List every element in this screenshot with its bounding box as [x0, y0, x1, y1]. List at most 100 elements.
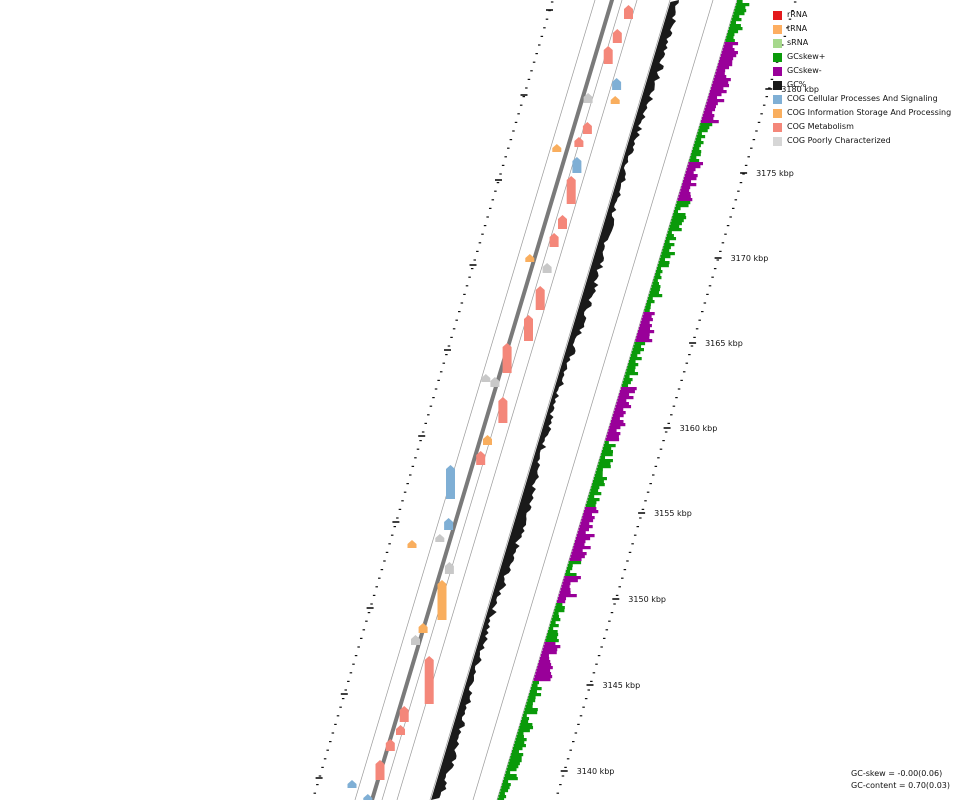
gc-skew-bar — [693, 144, 701, 148]
gc-skew-bar — [514, 741, 525, 745]
gc-skew-bar — [721, 51, 738, 55]
gc-skew-bar — [622, 381, 631, 385]
gc-skew-bar — [621, 384, 629, 388]
gc-skew-bar — [568, 561, 582, 565]
gc-skew-bar — [615, 405, 632, 409]
gc-skew-bar — [572, 549, 583, 553]
gc-skew-bar — [712, 81, 729, 85]
legend-label: rRNA — [787, 10, 808, 19]
gc-skew-bar — [732, 15, 740, 19]
gc-skew-bar — [691, 153, 701, 157]
guide-line — [396, 0, 638, 800]
gc-skew-bar — [737, 0, 743, 4]
ruler-label: 3170 kbp — [731, 254, 769, 263]
gc-skew-bar — [674, 207, 681, 211]
gc-skew-bar — [698, 129, 708, 133]
gc-skew-bar — [669, 225, 680, 229]
gc-skew-bar — [533, 678, 551, 682]
gc-skew-bar — [659, 258, 666, 262]
gc-skew-bar — [539, 657, 550, 661]
gene-feature — [549, 233, 559, 247]
gc-skew-bar — [658, 261, 670, 265]
gc-skew-bar — [499, 792, 505, 796]
gc-skew-bar — [626, 369, 635, 373]
gc-skew-bar — [717, 66, 730, 70]
gene-feature — [444, 518, 454, 530]
gc-skew-bar — [525, 705, 533, 709]
gc-skew-bar — [730, 21, 737, 25]
ruler-label: 3180 kbp — [781, 85, 819, 94]
gc-skew-bar — [685, 171, 694, 175]
gc-skew-bar — [545, 639, 559, 643]
gc-skew-bar — [731, 18, 742, 22]
gc-skew-bar — [520, 723, 533, 727]
gc-skew-bar — [689, 159, 700, 163]
gc-skew-bar — [666, 234, 674, 238]
gc-skew-bar — [577, 531, 586, 535]
gc-skew-bar — [682, 183, 697, 187]
gc-skew-bar — [699, 126, 710, 130]
gc-skew-bar — [664, 243, 675, 247]
gc-skew-bar — [611, 420, 624, 424]
gc-skew-bar — [502, 783, 511, 787]
gc-content-track — [431, 0, 679, 800]
gc-skew-bar — [649, 291, 659, 295]
gc-skew-bar — [560, 588, 571, 592]
gc-skew-bar — [617, 399, 627, 403]
gc-skew-bar — [506, 768, 517, 772]
legend-swatch — [773, 94, 782, 104]
gc-skew-bar — [564, 576, 581, 580]
gc-skew-bar — [651, 285, 661, 289]
gc-skew-bar — [710, 87, 724, 91]
gc-skew-bar — [510, 756, 522, 760]
gc-skew-bar — [585, 504, 596, 508]
guide-line — [354, 0, 596, 800]
gc-skew-bar — [600, 456, 606, 460]
gc-skew-bar — [565, 573, 577, 577]
legend-label: COG Poorly Characterized — [787, 136, 891, 145]
gc-skew-bar — [581, 519, 594, 523]
gc-skew-bar — [634, 342, 646, 346]
gc-skew-bar — [695, 138, 702, 142]
gene-feature — [612, 29, 622, 43]
gc-skew-bar — [539, 660, 551, 664]
gene-feature — [572, 157, 582, 173]
gc-skew-bar — [538, 663, 552, 667]
gc-skew-bar — [647, 297, 653, 301]
gc-skew-bar — [524, 708, 538, 712]
gc-skew-bar — [551, 618, 561, 622]
gc-skew-bar — [610, 423, 626, 427]
gc-skew-bar — [620, 387, 637, 391]
gene-feature — [603, 46, 613, 64]
legend-item: COG Poorly Characterized — [773, 134, 951, 148]
gc-skew-bar — [594, 474, 603, 478]
feature-track — [347, 5, 633, 800]
gc-skew-bar — [513, 744, 526, 748]
gc-skew-bar — [696, 135, 706, 139]
gc-skew-bar — [633, 345, 642, 349]
gc-skew-bar — [702, 114, 715, 118]
gc-skew-bar — [602, 450, 614, 454]
gene-feature — [574, 137, 584, 147]
gc-skew-bar — [667, 231, 672, 235]
legend-swatch — [773, 108, 782, 118]
gc-skew-bar — [660, 255, 671, 259]
gene-feature — [396, 725, 405, 735]
gc-skew-bar — [561, 585, 570, 589]
gc-skew-bar — [562, 582, 571, 586]
gc-skew-bar — [619, 393, 630, 397]
gc-skew-bar — [629, 357, 642, 361]
legend-swatch — [773, 80, 782, 90]
legend-swatch — [773, 24, 782, 34]
legend-item: COG Metabolism — [773, 120, 951, 134]
gc-skew-bar — [653, 279, 658, 283]
gc-skew-bar — [518, 729, 530, 733]
gc-skew-bar — [663, 246, 671, 250]
gc-skew-bar — [522, 714, 527, 718]
track-guide-lines — [354, 0, 738, 800]
gc-skew-bar — [566, 567, 573, 571]
legend-label: GCskew+ — [787, 52, 826, 61]
gc-skew-bar — [548, 630, 558, 634]
gc-skew-bar — [534, 675, 553, 679]
